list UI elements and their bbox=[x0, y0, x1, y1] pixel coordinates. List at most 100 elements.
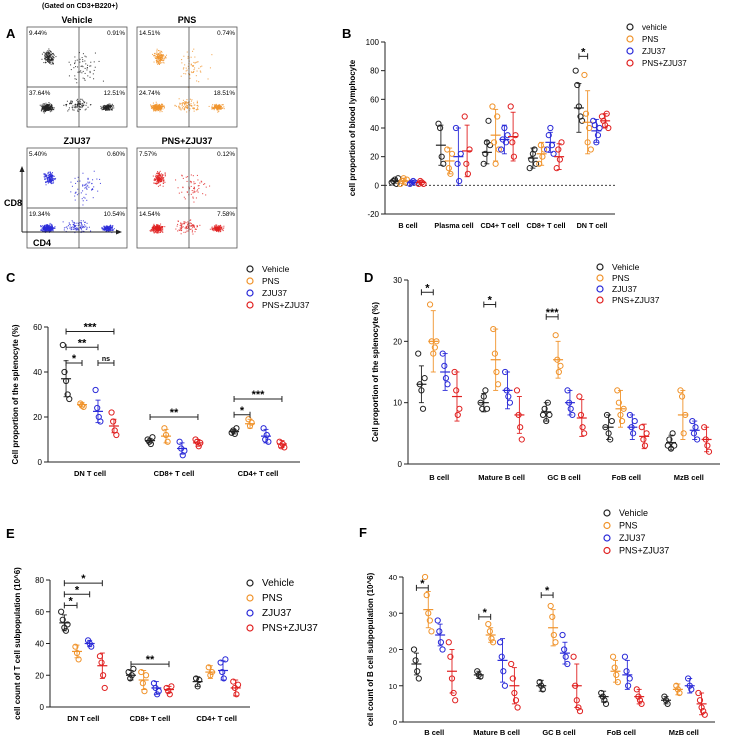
data-point bbox=[506, 399, 514, 406]
flow-dot bbox=[161, 175, 163, 177]
flow-dot bbox=[46, 226, 48, 228]
significance-label: ** bbox=[170, 407, 179, 419]
flow-dot bbox=[185, 106, 187, 108]
flow-plot-title: PNS bbox=[178, 15, 197, 25]
flow-dot bbox=[82, 59, 84, 61]
data-point bbox=[546, 411, 553, 419]
flow-dot bbox=[177, 220, 179, 222]
flow-dot bbox=[46, 230, 48, 232]
flow-dot bbox=[157, 53, 159, 55]
flow-dot bbox=[192, 107, 194, 109]
data-point bbox=[161, 425, 168, 432]
flow-dot bbox=[222, 228, 224, 230]
flow-dot bbox=[193, 65, 195, 67]
data-point bbox=[621, 653, 629, 660]
flow-dot bbox=[194, 104, 196, 106]
flow-dot bbox=[111, 225, 113, 227]
data-point bbox=[195, 443, 202, 450]
data-point bbox=[587, 146, 594, 153]
flow-dot bbox=[47, 106, 49, 108]
flow-dot bbox=[51, 178, 53, 180]
flow-dot bbox=[190, 174, 192, 176]
flow-dot bbox=[97, 190, 99, 192]
flow-dot bbox=[184, 221, 186, 223]
flow-dot bbox=[219, 224, 221, 226]
flow-dot bbox=[43, 105, 45, 107]
flow-dot bbox=[153, 54, 155, 56]
flow-dot bbox=[159, 174, 161, 176]
series-zju37 bbox=[434, 617, 695, 694]
data-point bbox=[509, 675, 516, 682]
flow-dot bbox=[152, 175, 154, 177]
flow-dot bbox=[82, 184, 84, 186]
data-point bbox=[671, 442, 678, 449]
data-point bbox=[603, 411, 611, 419]
flow-dot bbox=[161, 178, 163, 180]
flow-dot bbox=[158, 178, 160, 180]
data-point bbox=[451, 368, 458, 376]
y-tick-label: 20 bbox=[370, 153, 379, 162]
data-point bbox=[548, 142, 556, 149]
flow-dot bbox=[162, 56, 164, 58]
flow-dot bbox=[156, 59, 158, 61]
flow-dot bbox=[158, 228, 160, 230]
flow-dot bbox=[159, 174, 161, 176]
data-point bbox=[421, 375, 428, 382]
flow-dot bbox=[190, 193, 192, 195]
flow-dot bbox=[193, 187, 195, 189]
flow-dot bbox=[50, 230, 52, 232]
y-tick-label: 30 bbox=[389, 609, 397, 618]
flow-dot bbox=[221, 226, 223, 228]
flow-dot bbox=[77, 222, 79, 224]
data-point bbox=[601, 697, 608, 704]
y-tick-label: 20 bbox=[389, 646, 397, 655]
flow-dot bbox=[73, 224, 75, 226]
flow-dot bbox=[71, 101, 73, 103]
flow-dot bbox=[215, 107, 217, 109]
data-point bbox=[61, 368, 68, 376]
flow-dot bbox=[51, 56, 53, 58]
flow-dot bbox=[152, 102, 154, 104]
data-point bbox=[664, 700, 671, 707]
flow-dot bbox=[107, 226, 109, 228]
flow-dot bbox=[107, 228, 109, 230]
flow-dot bbox=[200, 66, 202, 68]
data-point bbox=[430, 350, 437, 357]
flow-dot bbox=[113, 107, 115, 109]
flow-dot bbox=[163, 105, 165, 107]
flow-dot bbox=[192, 226, 194, 228]
flow-dot bbox=[44, 53, 46, 55]
flow-dot bbox=[191, 225, 193, 227]
flow-dot bbox=[109, 226, 111, 228]
flow-dot bbox=[108, 103, 110, 105]
flow-dot bbox=[69, 227, 71, 229]
data-point bbox=[545, 132, 552, 139]
flow-dot bbox=[47, 228, 49, 230]
flow-dot bbox=[47, 60, 49, 62]
flow-dot bbox=[185, 228, 187, 230]
flow-dot bbox=[186, 105, 188, 107]
data-point bbox=[96, 653, 104, 660]
flow-dot bbox=[186, 111, 188, 113]
flow-dot bbox=[157, 228, 159, 230]
flow-dot bbox=[69, 103, 71, 105]
flow-dots bbox=[40, 170, 115, 234]
legend-marker bbox=[246, 265, 254, 273]
flow-dot bbox=[46, 179, 48, 181]
flow-dot bbox=[223, 108, 225, 110]
quadrant-ur-pct: 0.74% bbox=[217, 30, 235, 37]
flow-dot bbox=[77, 225, 79, 227]
flow-dot bbox=[154, 227, 156, 229]
flow-dot bbox=[183, 106, 185, 108]
flow-dot bbox=[85, 63, 87, 65]
data-point bbox=[576, 708, 584, 715]
flow-dot bbox=[160, 55, 162, 57]
legend-label: PNS bbox=[612, 273, 630, 283]
flow-dot bbox=[51, 225, 53, 227]
flow-dot bbox=[191, 228, 193, 230]
flow-dot bbox=[153, 232, 155, 234]
flow-dot bbox=[103, 108, 105, 110]
flow-dot bbox=[49, 59, 51, 61]
data-point bbox=[442, 375, 450, 382]
flow-dot bbox=[159, 184, 161, 186]
